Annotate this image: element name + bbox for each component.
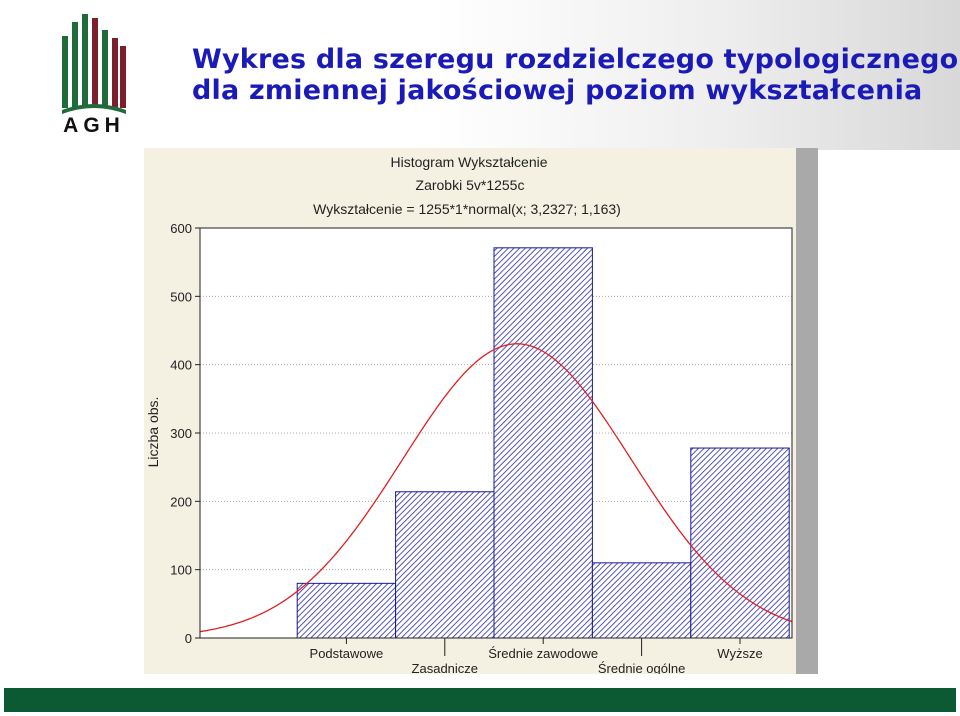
x-tick-label: Podstawowe	[310, 646, 384, 661]
x-tick-label: Średnie zawodowe	[488, 646, 598, 661]
agh-logo: AGH	[62, 14, 126, 136]
histogram-bar	[296, 582, 397, 639]
chart-title: Histogram Wykształcenie	[390, 154, 547, 170]
y-tick-label: 600	[170, 221, 192, 236]
chart-shadow-strip	[796, 148, 818, 674]
slide-title-line-1: Wykres dla szeregu rozdzielczego typolog…	[192, 44, 959, 75]
x-tick-label: Zasadnicze	[412, 661, 478, 674]
slide-title: Wykres dla szeregu rozdzielczego typolog…	[192, 44, 959, 106]
bars	[296, 247, 790, 639]
histogram-bar	[493, 247, 593, 639]
y-tick-label: 0	[185, 631, 192, 646]
y-tick-label: 200	[170, 494, 192, 509]
logo-text: AGH	[63, 114, 125, 136]
y-tick-label: 500	[170, 289, 192, 304]
histogram-chart: 0 100 200 300 400 500 600 Podstawowe Zasadnicze Ś…	[144, 148, 818, 674]
normal-fit-curve	[200, 343, 792, 633]
slide-title-line-2: dla zmiennej jakościowej poziom wykształ…	[192, 75, 923, 106]
footer-bar	[4, 688, 956, 712]
y-tick-label: 400	[170, 358, 192, 373]
axes: 0 100 200 300 400 500 600 Podstawowe Zasadnicze Ś…	[170, 221, 793, 674]
chart-annotation: Wykształcenie = 1255*1*normal(x; 3,2327;…	[313, 201, 621, 217]
x-tick-label: Średnie ogólne	[598, 661, 685, 674]
chart-subtitle: Zarobki 5v*1255c	[416, 177, 525, 193]
x-tick-label: Wyższe	[717, 646, 762, 661]
y-axis-label: Liczba obs.	[145, 397, 161, 468]
chart-svg: 0 100 200 300 400 500 600 Podstawowe Zasadnicze Ś…	[144, 148, 818, 674]
y-tick-label: 300	[170, 426, 192, 441]
plot-frame	[199, 227, 793, 639]
histogram-bar	[591, 562, 692, 639]
y-tick-label: 100	[170, 563, 192, 578]
histogram-bar	[395, 491, 495, 639]
histogram-bar	[690, 447, 790, 639]
header-background	[0, 0, 960, 150]
fit-curve-group	[200, 343, 792, 633]
